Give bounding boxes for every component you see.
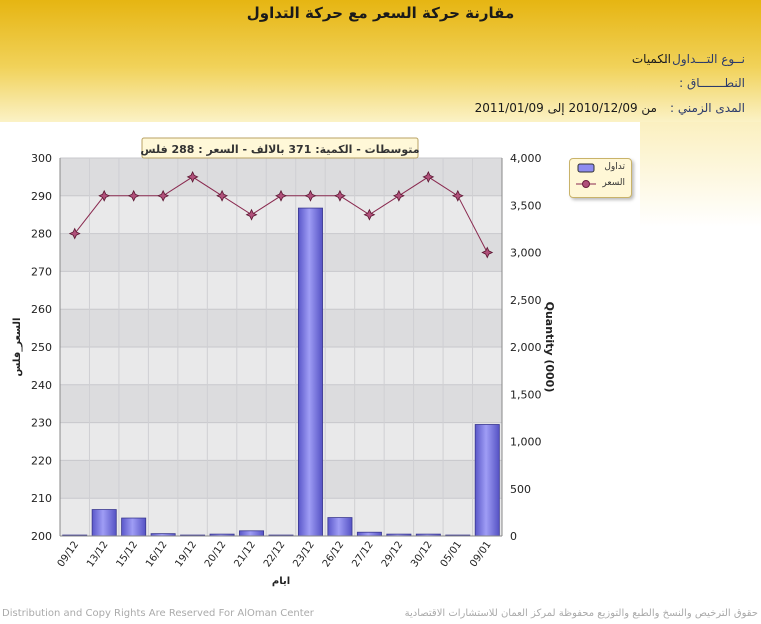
- trade-type-label: نــوع التـــداول :: [664, 52, 745, 66]
- left-tick-label: 260: [31, 303, 52, 316]
- page-title: مقارنة حركة السعر مع حركة التداول: [246, 4, 515, 22]
- bar-26/12: [327, 517, 353, 537]
- right-tick-label: 3,500: [510, 199, 542, 212]
- period-label: المدى الزمني :: [670, 101, 745, 115]
- left-tick-label: 300: [31, 152, 52, 165]
- right-tick-label: 4,000: [510, 152, 542, 165]
- price-point-13/12: [98, 189, 111, 202]
- plot-band: [60, 233, 502, 272]
- right-tick-label: 2,500: [510, 294, 542, 307]
- price-point-29/12: [392, 189, 405, 202]
- footer-copyright-ar: حقوق الترخيص والنسخ والطبع والتوزيع محفو…: [404, 608, 758, 619]
- x-axis-title: ايام: [272, 576, 290, 587]
- header-band: [0, 0, 761, 122]
- left-tick-label: 230: [31, 417, 52, 430]
- right-axis-title: Quantity (000): [543, 302, 556, 393]
- period-value: من 2010/12/09 إلى 2011/01/09: [474, 101, 657, 115]
- footer-copyright-en: Distribution and Copy Rights Are Reserve…: [2, 608, 314, 619]
- left-tick-label: 250: [31, 341, 52, 354]
- range-label: النطـــــــاق :: [679, 76, 745, 90]
- left-tick-label: 280: [31, 228, 52, 241]
- chart-legend: تداول السعر: [569, 158, 632, 198]
- bar-15/12: [121, 517, 147, 537]
- price-point-09/01: [481, 246, 494, 259]
- bar-swatch-icon: [577, 163, 595, 173]
- grid-lines: [59, 157, 503, 537]
- price-point-20/12: [216, 189, 229, 202]
- bar-23/12: [297, 207, 323, 537]
- bar-27/12: [356, 531, 382, 537]
- price-point-21/12: [245, 208, 258, 221]
- right-tick-label: 500: [510, 483, 531, 496]
- left-tick-label: 290: [31, 190, 52, 203]
- legend-label-line: السعر: [602, 178, 625, 188]
- bar-13/12: [91, 509, 117, 537]
- price-point-09/12: [68, 227, 81, 240]
- right-tick-label: 0: [510, 530, 517, 543]
- left-axis-title: السعر_فلس: [12, 318, 23, 377]
- left-tick-label: 240: [31, 379, 52, 392]
- left-tick-label: 270: [31, 265, 52, 278]
- chart-annotation: متوسطات - الكمية: 371 بالالف - السعر : 2…: [140, 143, 419, 156]
- price-point-26/12: [333, 189, 346, 202]
- right-tick-label: 3,000: [510, 247, 542, 260]
- price-point-22/12: [275, 189, 287, 202]
- legend-label-bars: تداول: [604, 162, 625, 172]
- plot-band: [60, 384, 502, 423]
- right-tick-label: 2,000: [510, 341, 542, 354]
- price-point-16/12: [157, 189, 170, 202]
- line-swatch-icon: [576, 180, 596, 188]
- legend-item-bars: تداول: [573, 162, 631, 176]
- plot-band: [60, 460, 502, 499]
- trade-type-value: الكميات: [631, 52, 671, 66]
- left-tick-label: 220: [31, 454, 52, 467]
- right-tick-label: 1,000: [510, 436, 542, 449]
- price-point-27/12: [363, 208, 376, 221]
- price-point-19/12: [186, 170, 199, 183]
- header-fade: [640, 122, 761, 227]
- annotation-box: متوسطات - الكمية: 371 بالالف - السعر : 2…: [140, 137, 420, 159]
- chart: 200 210 220 230 240 250 260 270 280 290 300 0 500 1,0…: [0, 122, 640, 602]
- left-tick-label: 200: [31, 530, 52, 543]
- price-point-30/12: [422, 170, 435, 183]
- bar-series: [62, 207, 500, 537]
- bar-09/01: [474, 424, 500, 537]
- line-series: [68, 170, 494, 259]
- left-tick-label: 210: [31, 492, 52, 505]
- price-point-23/12: [304, 189, 317, 202]
- price-point-15/12: [127, 189, 140, 202]
- right-tick-label: 1,500: [510, 388, 542, 401]
- legend-item-line: السعر: [573, 178, 631, 192]
- bar-21/12: [239, 530, 265, 537]
- plot-band: [60, 309, 502, 347]
- price-point-05/01: [451, 189, 464, 202]
